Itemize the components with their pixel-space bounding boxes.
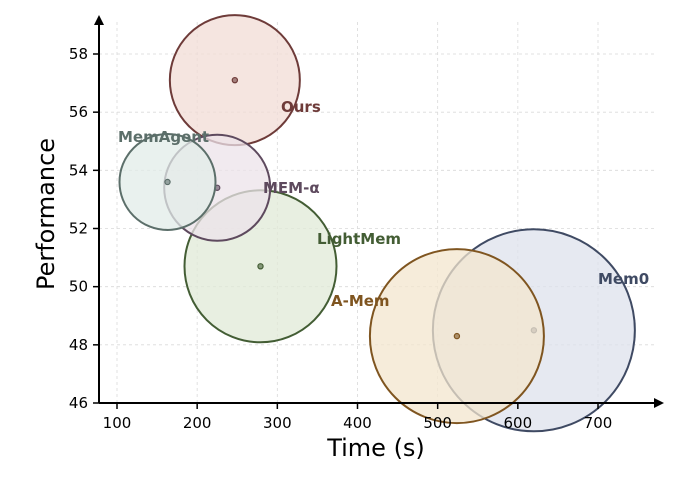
axes — [94, 15, 664, 408]
label-lightmem: LightMem — [317, 230, 401, 248]
y-tick-label: 52 — [69, 220, 88, 238]
label-mem-: MEM-α — [263, 179, 320, 197]
y-tick-label: 56 — [69, 103, 88, 121]
x-tick-label: 400 — [343, 414, 372, 432]
label-memagent: MemAgent — [118, 128, 209, 146]
x-axis-arrow — [654, 398, 664, 408]
x-tick-label: 700 — [584, 414, 613, 432]
y-axis-arrow — [94, 15, 104, 25]
y-axis-title: Performance — [32, 138, 60, 290]
label-a-mem: A-Mem — [331, 292, 390, 310]
y-tick-label: 46 — [69, 394, 88, 412]
x-axis-title: Time (s) — [326, 434, 425, 462]
y-tick-label: 54 — [69, 161, 88, 179]
x-tick-label: 500 — [423, 414, 452, 432]
y-tick-label: 48 — [69, 336, 88, 354]
x-tick-label: 100 — [103, 414, 132, 432]
x-tick-label: 300 — [263, 414, 292, 432]
y-tick-label: 58 — [69, 45, 88, 63]
bubble-labels: Ours MemAgent MEM-α LightMem A-Mem Mem0 — [118, 98, 649, 310]
y-tick-label: 50 — [69, 278, 88, 296]
point-ours — [231, 76, 239, 84]
x-tick-label: 600 — [504, 414, 533, 432]
label-mem0: Mem0 — [598, 270, 649, 288]
ticks: 100 200 300 400 500 600 700 46 48 50 52 54 56 58 — [69, 45, 612, 432]
point-lightmem — [257, 263, 264, 270]
bubbles — [118, 14, 636, 433]
point-memagent — [164, 178, 171, 186]
point-a-mem — [453, 332, 461, 340]
x-tick-label: 200 — [183, 414, 212, 432]
label-ours: Ours — [281, 98, 321, 116]
